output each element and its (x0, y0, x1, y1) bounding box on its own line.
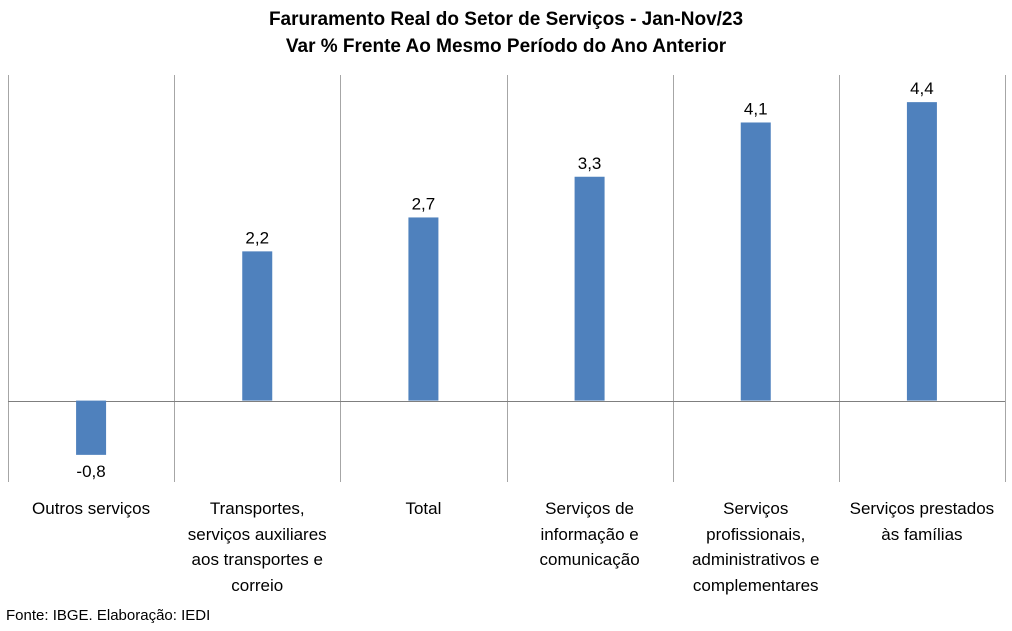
category-label-line: Transportes, (209, 499, 305, 518)
category-label-line: comunicação (539, 550, 640, 569)
data-label: -0,8 (76, 462, 105, 481)
data-label: 3,3 (578, 154, 602, 173)
category-label: Serviços prestados às famílias (839, 496, 1005, 547)
category-label-line: complementares (692, 575, 819, 595)
category-label: Outros serviços (8, 496, 174, 522)
category-label: Serviços de informação e comunicação (507, 496, 673, 573)
bar (76, 400, 107, 455)
category-label-line: informação e (540, 524, 639, 544)
category-label-line: Total (405, 499, 442, 518)
data-label: 4,1 (744, 99, 768, 118)
bar (740, 122, 771, 401)
category-label-line: Serviços prestados (849, 499, 995, 518)
category-label: Transportes, serviços auxiliares aos trans… (174, 496, 340, 598)
data-label: 2,7 (412, 194, 436, 213)
bar (906, 102, 937, 401)
source-note: Fonte: IBGE. Elaboração: IEDI (6, 607, 211, 624)
category-label-line: profissionais, (706, 524, 806, 544)
category-label-line: Serviços de (545, 499, 634, 518)
data-label: 4,4 (910, 79, 934, 98)
bar (242, 251, 273, 401)
data-label: 2,2 (245, 228, 269, 247)
category-label-line: serviços auxiliares (187, 524, 327, 544)
chart-subtitle: Var % Frente Ao Mesmo Período do Ano Ant… (285, 36, 727, 57)
category-label: Total (340, 496, 506, 522)
bar (408, 217, 439, 401)
category-label: Serviços profissionais, administrativos e c… (673, 496, 839, 598)
category-label-line: aos transportes e (191, 550, 323, 569)
category-label-line: correio (231, 575, 284, 595)
category-label-line: Serviços (723, 499, 789, 518)
chart-title: Faruramento Real do Setor de Serviços - … (268, 9, 744, 30)
chart-title-block: Faruramento Real do Setor de Serviços - … (0, 6, 1012, 60)
category-label-line: Outros serviços (32, 499, 151, 518)
category-label-line: às famílias (881, 524, 963, 544)
bar (574, 176, 605, 401)
category-label-line: administrativos e (691, 550, 820, 569)
